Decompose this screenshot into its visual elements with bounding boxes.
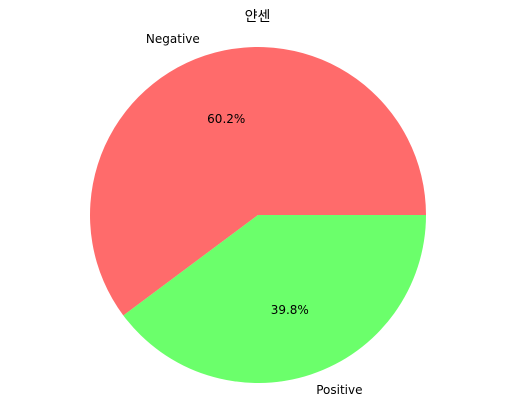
pie-slices bbox=[90, 46, 427, 383]
slice-label-positive: Positive bbox=[316, 383, 362, 397]
chart-title: 얀센 bbox=[245, 9, 271, 25]
pie-slice-negative bbox=[90, 46, 426, 316]
pie-slice-positive bbox=[123, 215, 427, 383]
slice-percent-negative: 60.2% bbox=[207, 112, 245, 126]
slice-label-negative: Negative bbox=[146, 32, 200, 46]
slice-percent-positive: 39.8% bbox=[271, 303, 309, 317]
pie-labels: Negative 60.2% Positive 39.8% bbox=[146, 32, 363, 397]
